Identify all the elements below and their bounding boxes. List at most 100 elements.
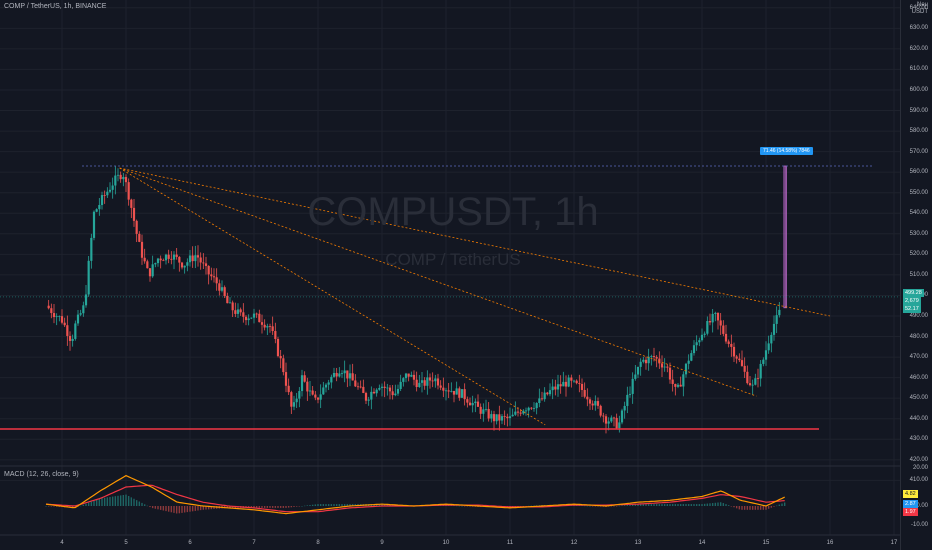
- macd-histogram-bar: [666, 504, 669, 506]
- candle-body: [298, 391, 301, 399]
- candle-body: [458, 388, 461, 398]
- candle-body: [578, 383, 581, 384]
- candle-body: [716, 312, 720, 321]
- macd-histogram-bar: [653, 504, 655, 506]
- candle-body: [226, 295, 229, 304]
- candle-body: [604, 416, 608, 424]
- time-axis-label: 6: [188, 540, 192, 546]
- candle-body: [618, 422, 621, 429]
- macd-histogram-bar: [274, 506, 277, 508]
- candle-body: [239, 309, 242, 313]
- macd-histogram-bar: [311, 504, 314, 506]
- macd-histogram-bar: [109, 496, 111, 506]
- candle-body: [434, 378, 437, 382]
- macd-histogram-bar: [117, 495, 119, 506]
- candle-body: [116, 174, 120, 176]
- candle-body: [127, 182, 130, 200]
- candle-body: [215, 277, 218, 284]
- candle-body: [84, 294, 88, 306]
- macd-histogram-bar: [82, 504, 85, 506]
- candle-body: [535, 403, 538, 409]
- candle-body: [103, 195, 106, 196]
- candle-body: [524, 410, 528, 412]
- macd-histogram-bar: [717, 502, 719, 506]
- candle-body: [276, 338, 280, 357]
- countdown-badge: 2,679: [903, 297, 921, 305]
- macd-histogram-bar: [701, 504, 703, 506]
- macd-histogram-bar: [317, 504, 319, 506]
- time-axis-label: 9: [380, 540, 384, 546]
- macd-histogram-bar: [378, 504, 381, 506]
- candle-body: [460, 389, 464, 398]
- candle-body: [743, 365, 746, 372]
- currency-label[interactable]: Neu USDT: [912, 2, 928, 16]
- candle-body: [247, 318, 250, 321]
- candle-body: [471, 403, 474, 406]
- macd-histogram-bar: [730, 506, 733, 507]
- time-axis-label: 5: [124, 540, 128, 546]
- price-axis-label: 430.00: [909, 436, 928, 443]
- candle-body: [391, 391, 394, 396]
- candle-body: [514, 411, 517, 415]
- candle-body: [530, 407, 533, 409]
- trend-line: [119, 167, 757, 397]
- macd-histogram-bar: [85, 503, 87, 506]
- time-axis-label: 17: [890, 540, 898, 546]
- candle-body: [644, 359, 648, 364]
- candle-body: [570, 377, 573, 381]
- candle-body: [426, 377, 429, 386]
- price-axis-label: 410.00: [909, 477, 928, 484]
- price-axis-label: 610.00: [909, 66, 928, 73]
- macd-histogram-bar: [714, 502, 717, 506]
- time-axis-label: 14: [698, 540, 706, 546]
- macd-histogram-bar: [642, 504, 645, 506]
- candle-body: [500, 416, 504, 421]
- macd-histogram-bar: [650, 504, 653, 506]
- candle-body: [396, 388, 400, 394]
- candle-body: [588, 399, 592, 404]
- candle-body: [575, 380, 578, 384]
- macd-histogram-bar: [330, 504, 333, 506]
- candle-body: [335, 372, 338, 377]
- macd-histogram-bar: [146, 505, 149, 507]
- currency-top: Neu: [916, 2, 928, 8]
- macd-histogram-bar: [45, 506, 47, 507]
- candle-body: [295, 398, 298, 403]
- macd-indicator-title[interactable]: MACD (12, 26, close, 9): [4, 471, 79, 478]
- candle-body: [564, 381, 568, 387]
- macd-histogram-bar: [383, 504, 386, 506]
- candle-body: [367, 399, 370, 401]
- macd-histogram-bar: [765, 506, 767, 510]
- macd-histogram-bar: [533, 505, 535, 507]
- macd-histogram-bar: [613, 506, 615, 507]
- candle-body: [308, 390, 312, 392]
- candle-body: [148, 268, 152, 277]
- macd-histogram-bar: [453, 505, 455, 507]
- macd-histogram-bar: [90, 501, 93, 506]
- candle-body: [146, 261, 149, 269]
- macd-histogram-bar: [722, 503, 725, 506]
- macd-histogram-bar: [735, 506, 738, 509]
- candle-body: [162, 260, 165, 262]
- macd-histogram-bar: [738, 506, 741, 510]
- macd-histogram-bar: [87, 502, 90, 506]
- price-axis-label: 540.00: [909, 210, 928, 217]
- macd-histogram-bar: [671, 504, 674, 506]
- price-axis-label: 490.00: [909, 312, 928, 319]
- candle-body: [407, 373, 410, 377]
- candle-body: [620, 410, 624, 423]
- candle-body: [748, 383, 752, 386]
- candle-body: [668, 367, 672, 380]
- macd-histogram-bar: [325, 504, 327, 506]
- candle-body: [639, 361, 642, 367]
- candle-body: [503, 416, 506, 417]
- candle-body: [300, 375, 304, 392]
- candle-body: [770, 334, 773, 344]
- macd-histogram-bar: [205, 506, 207, 510]
- price-axis[interactable]: Neu USDT 640.00 630.00 620.00 610.00 600.00 5…: [900, 0, 932, 550]
- candle-body: [508, 416, 512, 419]
- candle-body: [119, 174, 122, 180]
- macd-histogram-bar: [133, 498, 135, 506]
